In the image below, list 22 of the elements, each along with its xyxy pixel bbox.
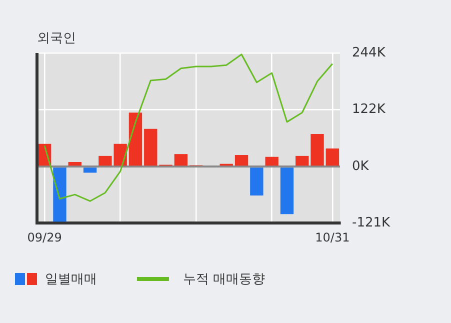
bar [310,134,324,166]
bar [68,162,82,166]
bar [250,168,264,196]
bar [53,168,66,222]
x-tick-label: 09/29 [27,230,62,244]
bar [128,112,142,166]
chart-title: 외국인 [37,30,76,47]
y-tick-label: 0K [352,159,370,174]
legend-label: 일별매매 [45,271,97,288]
bar [144,128,158,166]
bar [296,156,309,166]
legend-label: 누적 매매동향 [183,271,266,288]
y-tick-label: -121K [352,215,391,230]
y-tick-label: 244K [352,45,386,60]
y-tick-label: 122K [352,102,386,118]
bar [174,154,188,166]
bar [265,156,278,166]
bar [234,155,248,166]
bar [280,168,294,214]
x-tick-label: 10/31 [315,230,350,244]
bar [326,148,340,166]
bar [83,168,97,173]
